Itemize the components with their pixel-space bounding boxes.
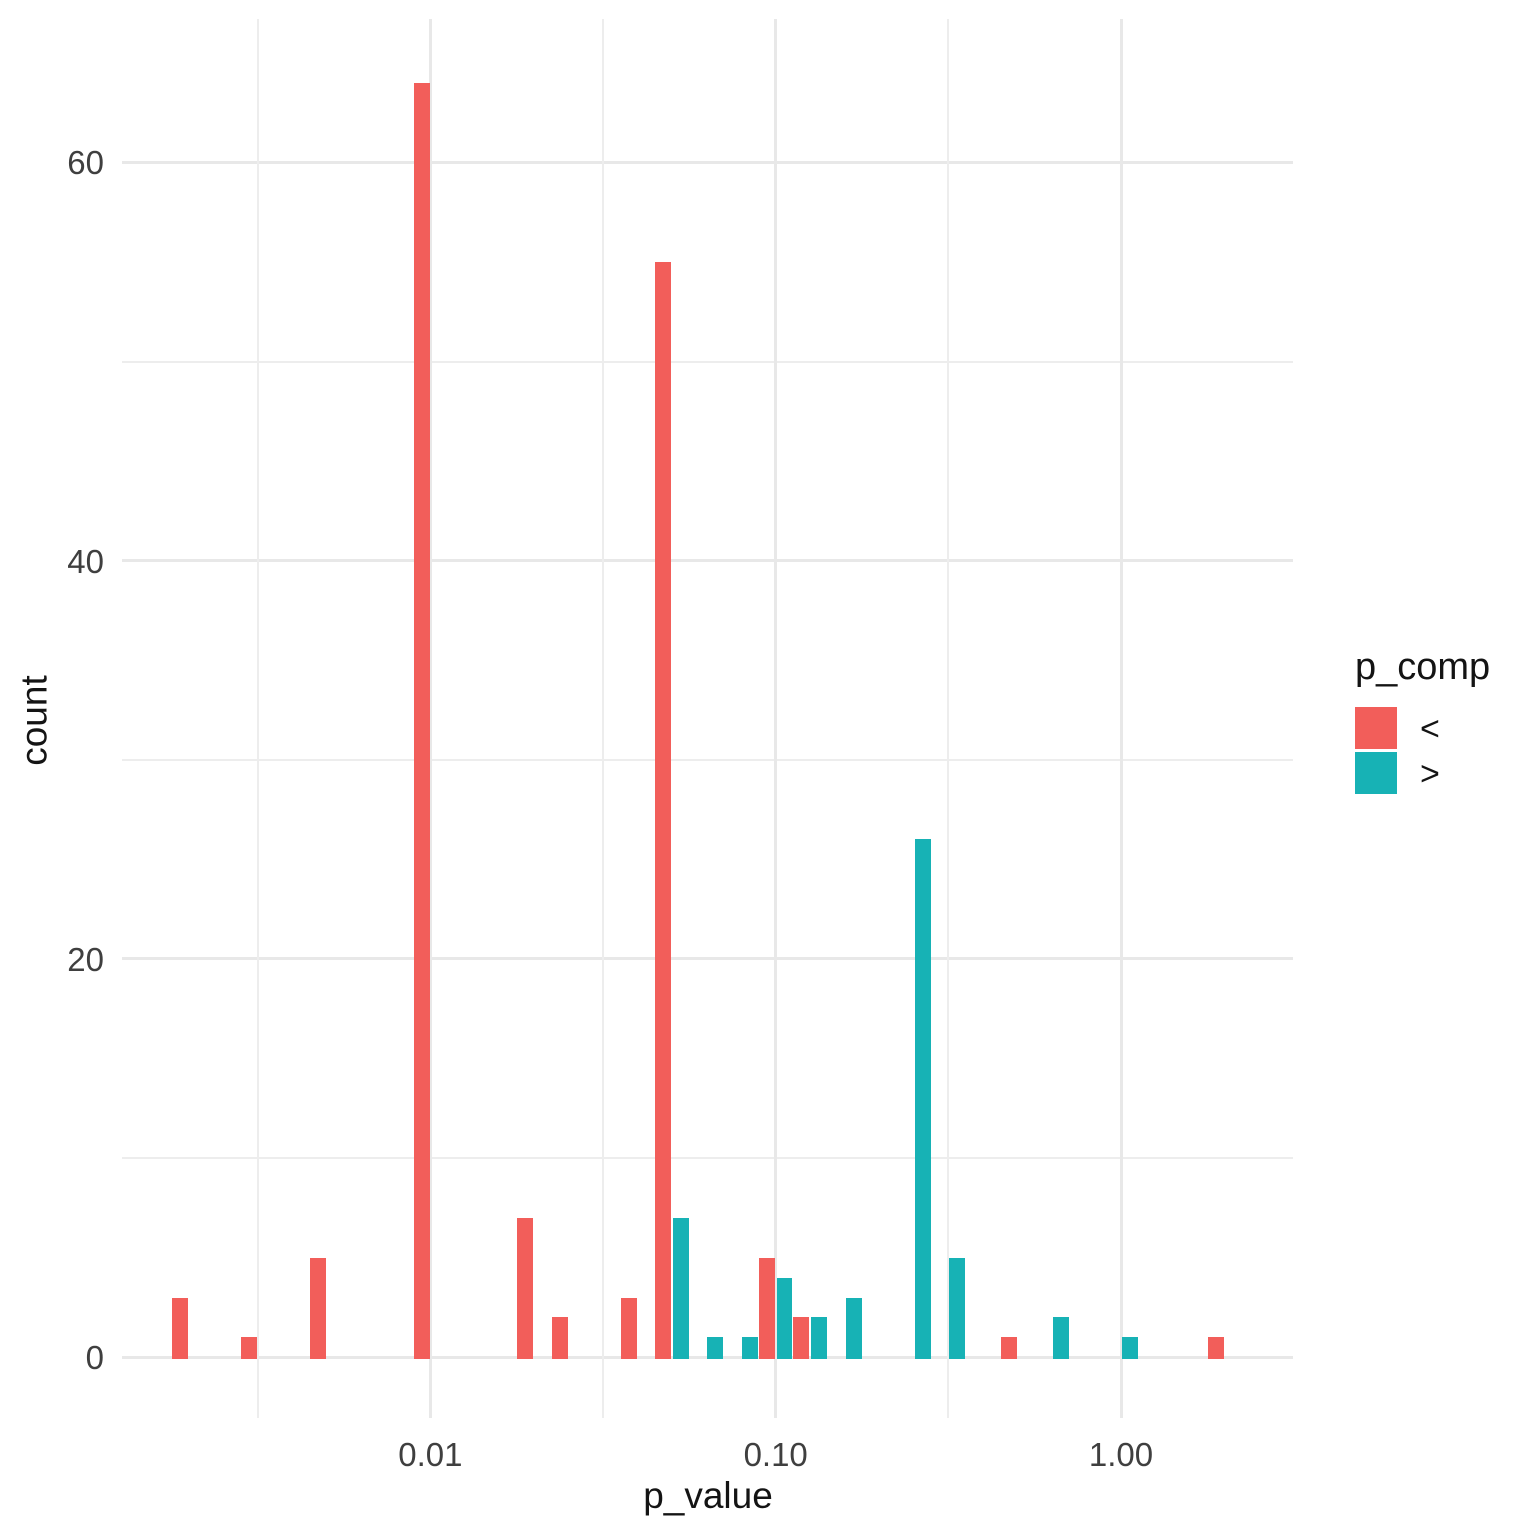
bar-lt-p2 [1207,1337,1224,1360]
x-minor-gridline [602,19,605,1418]
bar-lt-p0.04 [620,1297,637,1360]
legend-swatch-1 [1355,752,1397,794]
legend-entries: < > [1353,706,1513,796]
y-minor-gridline-10 [122,1157,1293,1160]
bar-gt-p0.05 [672,1217,689,1360]
y-minor-gridline-30 [122,758,1293,761]
bar-gt-p0.25 [914,839,931,1360]
x-major-gridline-0.10 [774,19,778,1418]
bar-lt-p0.5 [1000,1337,1017,1360]
bar-gt-p0.079 [741,1337,758,1360]
legend-entry-0: < [1353,706,1513,751]
bar-lt-p0.01 [413,82,430,1360]
y-tick-label-0: 0 [85,1339,104,1377]
bar-gt-p0.63 [1052,1317,1069,1360]
bar-lt-p0.0032 [240,1337,257,1360]
y-tick-label-40: 40 [67,542,104,580]
bar-gt-p1 [1121,1337,1138,1360]
bar-gt-p0.063 [707,1337,724,1360]
x-tick-label-0.10: 0.10 [743,1436,808,1473]
bar-lt-p0.1 [758,1257,775,1360]
bar-gt-p0.1 [776,1277,793,1360]
y-major-gridline-20 [122,957,1293,961]
y-axis-title: count [13,675,55,766]
legend-label-0: < [1420,709,1440,748]
plot-panel [122,19,1293,1418]
x-axis-title: p_value [643,1475,773,1516]
x-minor-gridline [256,19,259,1418]
legend-title: p_comp [1355,646,1491,688]
y-tick-label-20: 20 [67,940,104,978]
bar-lt-p0.126 [793,1317,810,1360]
legend-label-1: > [1420,754,1440,793]
legend: p_comp < > [1353,648,1513,796]
x-tick-label-1.00: 1.00 [1088,1436,1154,1473]
bar-lt-p0.002 [171,1297,188,1360]
bar-gt-p0.158 [845,1297,862,1360]
y-minor-gridline-50 [122,360,1293,363]
x-minor-gridline [947,19,950,1418]
bar-lt-p0.05 [655,261,672,1360]
bar-lt-p0.005 [310,1257,326,1360]
bar-gt-p0.316 [949,1257,966,1360]
legend-swatch-0 [1355,707,1397,749]
x-tick-label-0.01: 0.01 [398,1436,463,1473]
bar-lt-p0.02 [517,1217,534,1360]
y-major-gridline-60 [122,160,1293,164]
bar-gt-p0.126 [811,1317,827,1360]
x-major-gridline-1.00 [1119,19,1123,1418]
bar-lt-p0.025 [551,1317,568,1360]
x-major-gridline-0.01 [428,19,432,1418]
y-major-gridline-40 [122,559,1293,563]
y-tick-label-60: 60 [67,144,104,182]
legend-entry-1: > [1353,751,1513,796]
